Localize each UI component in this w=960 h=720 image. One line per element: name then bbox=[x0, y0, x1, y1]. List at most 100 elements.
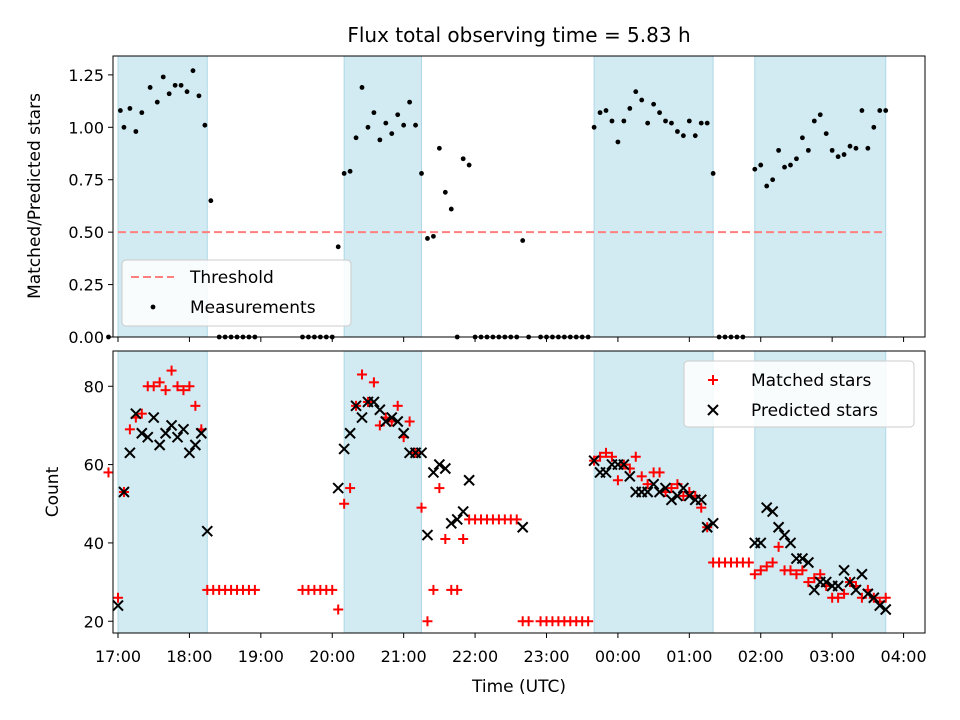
matched-star-point bbox=[154, 377, 165, 388]
ratio-y-ticks: 0.00 0.25 0.50 0.75 1.00 1.25 bbox=[68, 66, 113, 347]
measurement-point bbox=[353, 135, 359, 141]
measurement-point bbox=[147, 85, 153, 90]
predicted-star-point bbox=[392, 415, 404, 428]
cross-stroke-b bbox=[600, 466, 612, 479]
measurement-point bbox=[805, 147, 811, 153]
predicted-star-point bbox=[380, 415, 392, 428]
matched-star-point bbox=[333, 604, 344, 615]
cross-stroke-b bbox=[189, 439, 202, 451]
legend-measurement-swatch bbox=[150, 304, 156, 310]
y-tick-label: 40 bbox=[84, 534, 104, 553]
measurement-point bbox=[383, 120, 389, 126]
matched-star-point bbox=[755, 565, 766, 576]
matched-star-point bbox=[249, 584, 260, 595]
cross-stroke-b bbox=[755, 537, 767, 549]
matched-star-point bbox=[440, 534, 451, 544]
measurement-point bbox=[466, 162, 472, 168]
cross-stroke-b bbox=[374, 404, 386, 416]
predicted-star-point bbox=[832, 580, 844, 592]
measurement-point bbox=[371, 110, 377, 116]
x-tick-label: 23:00 bbox=[523, 647, 569, 666]
cross-stroke-b bbox=[844, 576, 856, 588]
cross-stroke-b bbox=[433, 458, 446, 471]
cross-stroke-b bbox=[380, 415, 392, 428]
cross-stroke-b bbox=[427, 466, 440, 479]
measurement-point bbox=[609, 118, 615, 124]
matched-star-point bbox=[767, 557, 778, 568]
measurement-point bbox=[764, 183, 770, 189]
matched-star-point bbox=[345, 483, 356, 494]
cross-stroke-b bbox=[356, 411, 368, 424]
cross-stroke-b bbox=[659, 482, 672, 494]
predicted-star-point bbox=[332, 482, 344, 494]
predicted-star-point bbox=[153, 439, 166, 451]
measurement-point bbox=[621, 118, 627, 124]
cross-stroke-b bbox=[820, 576, 832, 588]
predicted-star-point bbox=[683, 490, 696, 502]
x-tick-label: 18:00 bbox=[166, 647, 212, 666]
measurement-point bbox=[752, 166, 758, 172]
measurement-point bbox=[121, 124, 127, 130]
measurement-point bbox=[704, 120, 710, 126]
cross-stroke-b bbox=[766, 505, 779, 518]
matched-star-point bbox=[452, 584, 463, 595]
x-axis-label: Time (UTC) bbox=[471, 677, 566, 697]
cross-stroke-b bbox=[677, 482, 690, 494]
matched-star-point bbox=[654, 467, 665, 478]
predicted-star-point bbox=[868, 592, 880, 604]
measurement-point bbox=[425, 236, 430, 241]
matched-star-point bbox=[612, 475, 623, 486]
matched-star-point bbox=[636, 471, 647, 482]
predicted-star-point bbox=[641, 486, 654, 498]
measurement-point bbox=[377, 137, 383, 143]
legend-box bbox=[683, 360, 915, 428]
legend-matched-label: Matched stars bbox=[751, 371, 871, 391]
matched-star-point bbox=[160, 385, 171, 396]
x-tick-label: 03:00 bbox=[809, 647, 855, 666]
y-tick-label: 0.75 bbox=[68, 171, 104, 190]
matched-star-point bbox=[148, 381, 159, 392]
measurement-point bbox=[347, 168, 353, 174]
matched-star-point bbox=[696, 502, 707, 513]
observing-window-band bbox=[117, 350, 208, 634]
measurement-point bbox=[871, 124, 877, 130]
cross-stroke-b bbox=[683, 490, 696, 502]
predicted-star-point bbox=[433, 458, 446, 471]
measurement-point bbox=[639, 97, 645, 103]
measurement-point bbox=[431, 233, 436, 239]
measurement-point bbox=[680, 133, 686, 139]
cross-stroke-b bbox=[439, 462, 452, 475]
predicted-star-point bbox=[415, 447, 428, 459]
predicted-star-point bbox=[148, 411, 160, 424]
matched-star-point bbox=[368, 377, 379, 388]
measurement-point bbox=[663, 118, 668, 124]
measurement-point bbox=[651, 101, 657, 107]
matched-star-point bbox=[103, 467, 114, 478]
cross-stroke-b bbox=[350, 400, 362, 412]
predicted-star-point bbox=[850, 584, 862, 596]
predicted-star-point bbox=[457, 505, 469, 518]
matched-star-point bbox=[392, 400, 403, 411]
measurement-point bbox=[817, 112, 823, 118]
cross-stroke-b bbox=[124, 447, 136, 459]
matched-star-point bbox=[327, 584, 338, 595]
cross-stroke-b bbox=[344, 427, 356, 439]
predicted-star-point bbox=[755, 537, 767, 549]
predicted-star-point bbox=[838, 564, 850, 577]
cross-stroke-b bbox=[760, 501, 773, 514]
predicted-star-point bbox=[802, 556, 815, 569]
measurement-point bbox=[591, 124, 597, 130]
predicted-star-point bbox=[677, 482, 690, 494]
matched-star-point bbox=[136, 408, 147, 419]
measurement-point bbox=[395, 112, 401, 118]
predicted-star-point bbox=[171, 431, 184, 443]
matched-star-point bbox=[880, 592, 891, 603]
measurement-point bbox=[686, 118, 692, 124]
matched-star-point bbox=[172, 381, 183, 392]
y-tick-label: 0.00 bbox=[68, 328, 104, 347]
cross-stroke-b bbox=[874, 599, 886, 612]
cross-stroke-b bbox=[707, 404, 719, 416]
measurement-point bbox=[770, 177, 776, 183]
ratio-panel-frame bbox=[112, 55, 926, 338]
matched-star-point bbox=[404, 416, 415, 427]
